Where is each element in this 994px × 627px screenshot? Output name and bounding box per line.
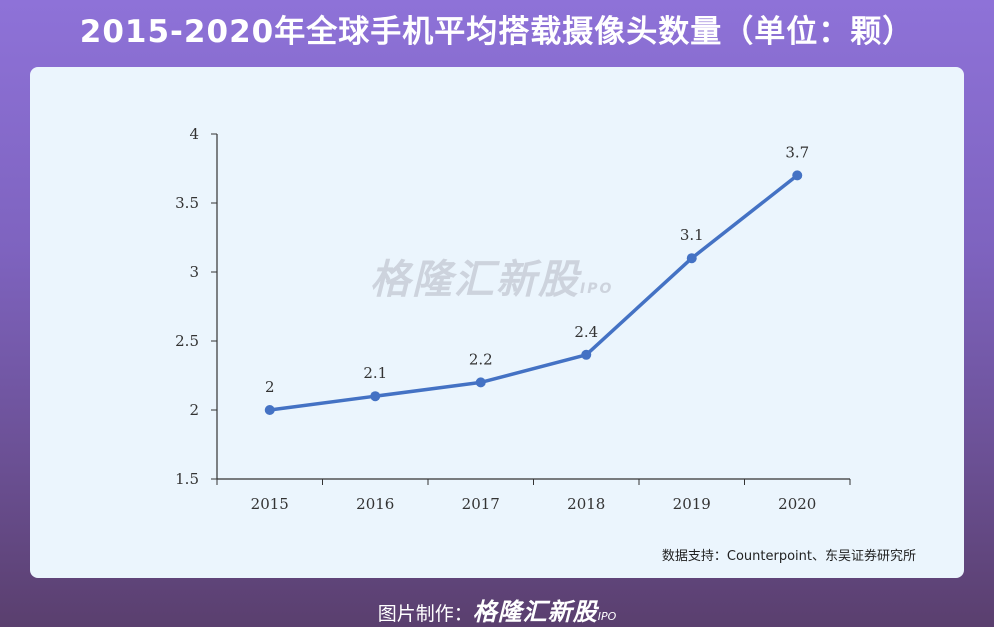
footer-credit: 图片制作：格隆汇新股IPO: [0, 592, 994, 627]
x-tick-label: 2019: [673, 495, 711, 513]
x-tick-label: 2015: [251, 495, 289, 513]
x-tick-label: 2020: [778, 495, 816, 513]
data-label: 2.2: [469, 350, 493, 368]
x-tick-label: 2017: [462, 495, 500, 513]
data-point: [475, 377, 486, 388]
footer-tag: IPO: [597, 610, 617, 623]
data-label: 3.1: [680, 226, 704, 244]
watermark-tag: IPO: [580, 281, 614, 297]
chart-panel: 1.5 2 2.5 3 3.5 4 2015 2016 2017 2018 2019 2020 2 2.1…: [30, 67, 964, 578]
watermark-brand: 格隆汇新股: [370, 257, 580, 303]
data-point: [581, 349, 592, 360]
watermark-logo: 格隆汇新股IPO: [370, 247, 613, 305]
data-label: 3.7: [785, 143, 809, 161]
chart-title: 2015-2020年全球手机平均搭载摄像头数量（单位：颗）: [79, 14, 915, 50]
y-tick-label: 2: [189, 401, 199, 419]
source-note: 数据支持：Counterpoint、东吴证券研究所: [661, 549, 916, 564]
line-chart: 1.5 2 2.5 3 3.5 4 2015 2016 2017 2018 2019 2020 2 2.1…: [175, 125, 851, 513]
footer-brand: 格隆汇新股: [472, 598, 598, 626]
data-point: [792, 170, 803, 181]
y-tick-label: 4: [189, 125, 199, 143]
data-label: 2.1: [363, 364, 387, 382]
y-tick-label: 3.5: [175, 194, 199, 212]
data-point: [264, 405, 275, 415]
data-label: 2.4: [574, 323, 598, 341]
series-line: [269, 174, 799, 412]
y-tick-label: 3: [189, 263, 199, 281]
data-point: [686, 253, 697, 264]
x-tick-label: 2018: [567, 495, 605, 513]
data-point: [370, 391, 381, 402]
footer-label: 图片制作：: [377, 603, 473, 625]
y-tick-label: 1.5: [175, 470, 199, 488]
data-label: 2: [265, 378, 275, 396]
x-tick-label: 2016: [356, 495, 394, 513]
y-tick-label: 2.5: [175, 332, 199, 350]
